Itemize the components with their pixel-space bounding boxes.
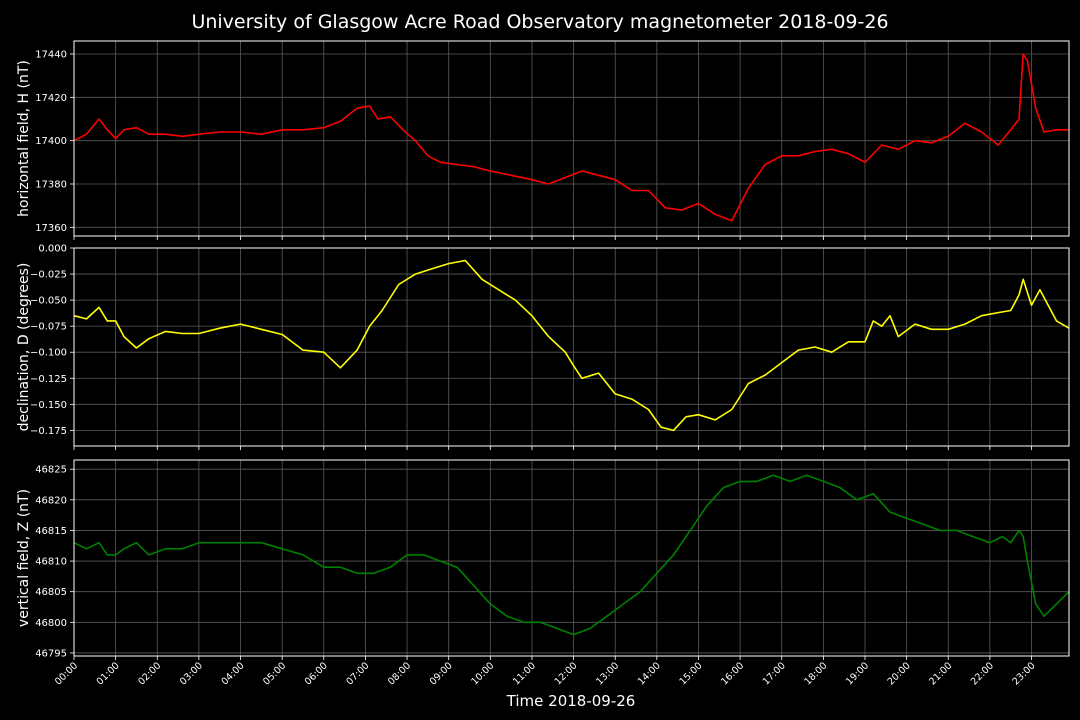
y-tick-label: −0.100: [30, 348, 67, 359]
y-tick-label: −0.025: [30, 270, 67, 281]
axes-frame: [73, 40, 1070, 237]
y-tick-label: 17440: [35, 50, 67, 61]
y-tick-label: 17400: [35, 136, 67, 147]
y-axis-label: vertical field, Z (nT): [16, 489, 32, 627]
y-tick-label: 46800: [35, 618, 67, 629]
chart-title: University of Glasgow Acre Road Observat…: [191, 11, 888, 33]
x-axis-label: Time 2018-09-26: [506, 692, 636, 710]
y-tick-label: −0.150: [30, 400, 67, 411]
series-line-h: [73, 53, 1069, 222]
axes-frame: [73, 459, 1070, 657]
series-line-z: [73, 474, 1070, 636]
y-tick-label: 17380: [35, 180, 67, 191]
panel-z: 46795 46800 46805 46810 46815 46820 46825 verti…: [16, 459, 1070, 660]
panel-d: 0.000 −0.025 −0.050 −0.075 −0.100 −0.125 −0.15…: [16, 244, 1070, 450]
y-tick-label: −0.075: [30, 322, 67, 333]
y-tick-label: 46795: [35, 648, 67, 659]
y-tick-label: −0.175: [30, 426, 67, 437]
y-tick-label: −0.125: [30, 374, 67, 385]
series-line-d: [73, 259, 1070, 432]
y-axis-label: declination, D (degrees): [16, 263, 32, 432]
y-tick-label: 0.000: [38, 244, 67, 255]
axes-frame: [73, 247, 1070, 447]
y-tick-label: −0.050: [30, 296, 67, 307]
y-tick-label: 46805: [35, 587, 67, 598]
y-tick-label: 17360: [35, 223, 67, 234]
y-tick-label: 46825: [35, 465, 67, 476]
y-tick-label: 46815: [35, 526, 67, 537]
y-tick-label: 46820: [35, 495, 67, 506]
y-axis-label: horizontal field, H (nT): [16, 60, 32, 217]
y-tick-label: 17420: [35, 93, 67, 104]
y-tick-label: 46810: [35, 557, 67, 568]
